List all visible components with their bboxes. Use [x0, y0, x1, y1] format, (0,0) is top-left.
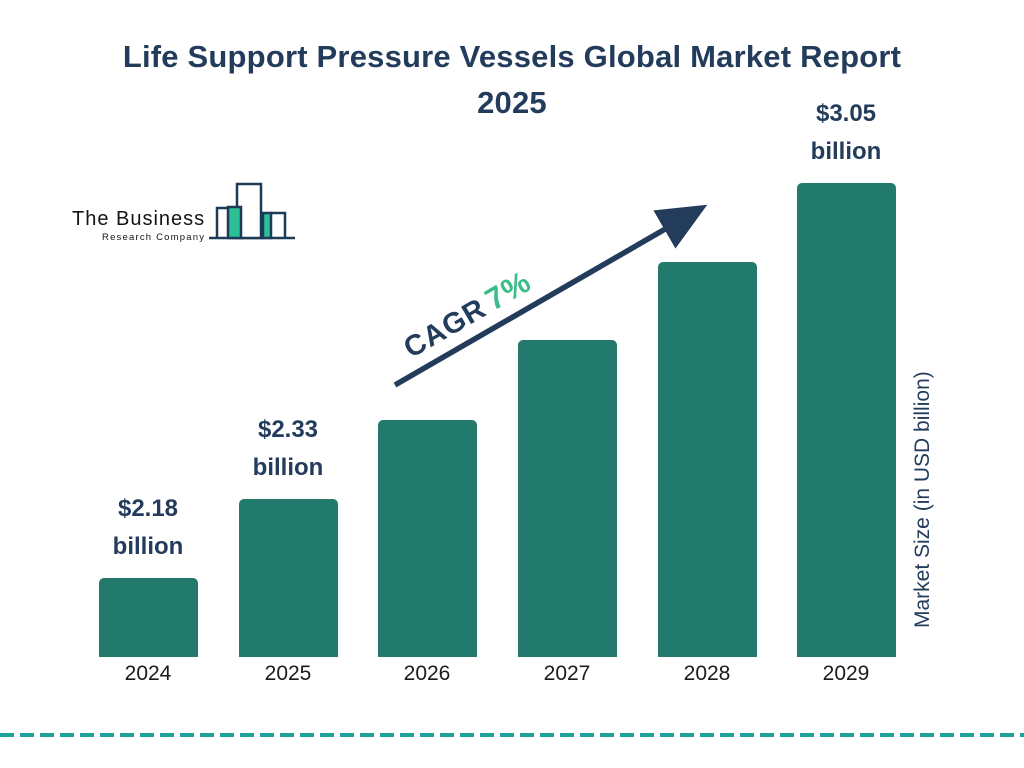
logo-name: The Business: [72, 208, 206, 230]
value-label-2025: $2.33 billion: [252, 416, 324, 481]
bar-2028: [657, 262, 757, 657]
company-logo: The Business Research Company: [72, 180, 297, 247]
logo-subname: Research Company: [102, 232, 206, 243]
logo-bar-chart-icon: [207, 180, 297, 247]
bar-2027: [517, 340, 617, 657]
x-tick-2026: 2026: [403, 662, 451, 685]
x-tick-2029: 2029: [822, 662, 870, 685]
value-label-2024: $2.18 billion: [112, 495, 184, 560]
bar-2029: [796, 183, 896, 657]
x-tick-2025: 2025: [264, 662, 312, 685]
bar-2024: [98, 578, 198, 657]
bar-2025: [238, 499, 338, 657]
x-tick-2024: 2024: [124, 662, 172, 685]
x-tick-2027: 2027: [543, 662, 591, 685]
x-tick-2028: 2028: [683, 662, 731, 685]
y-axis-label: Market Size (in USD billion): [911, 371, 934, 629]
logo-text: The Business Research Company: [72, 208, 205, 247]
bottom-dashed-divider: [0, 733, 1024, 737]
chart-title: Life Support Pressure Vessels Global Mar…: [122, 39, 902, 120]
value-label-2029: $3.05 billion: [810, 100, 882, 165]
bar-2026: [377, 420, 477, 657]
growth-arrow: [393, 204, 708, 388]
